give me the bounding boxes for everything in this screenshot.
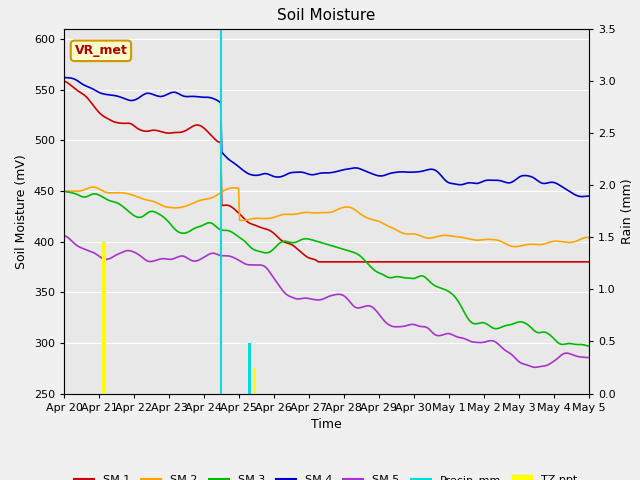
X-axis label: Time: Time	[311, 418, 342, 431]
Bar	[253, 368, 257, 394]
Text: VR_met: VR_met	[74, 44, 127, 57]
Legend: SM 1, SM 2, SM 3, SM 4, SM 5, Precip_mm, TZ ppt: SM 1, SM 2, SM 3, SM 4, SM 5, Precip_mm,…	[70, 470, 582, 480]
Y-axis label: Soil Moisture (mV): Soil Moisture (mV)	[15, 154, 28, 269]
Title: Soil Moisture: Soil Moisture	[277, 9, 376, 24]
Bar	[102, 241, 106, 394]
Bar	[248, 343, 251, 394]
Y-axis label: Rain (mm): Rain (mm)	[621, 179, 634, 244]
